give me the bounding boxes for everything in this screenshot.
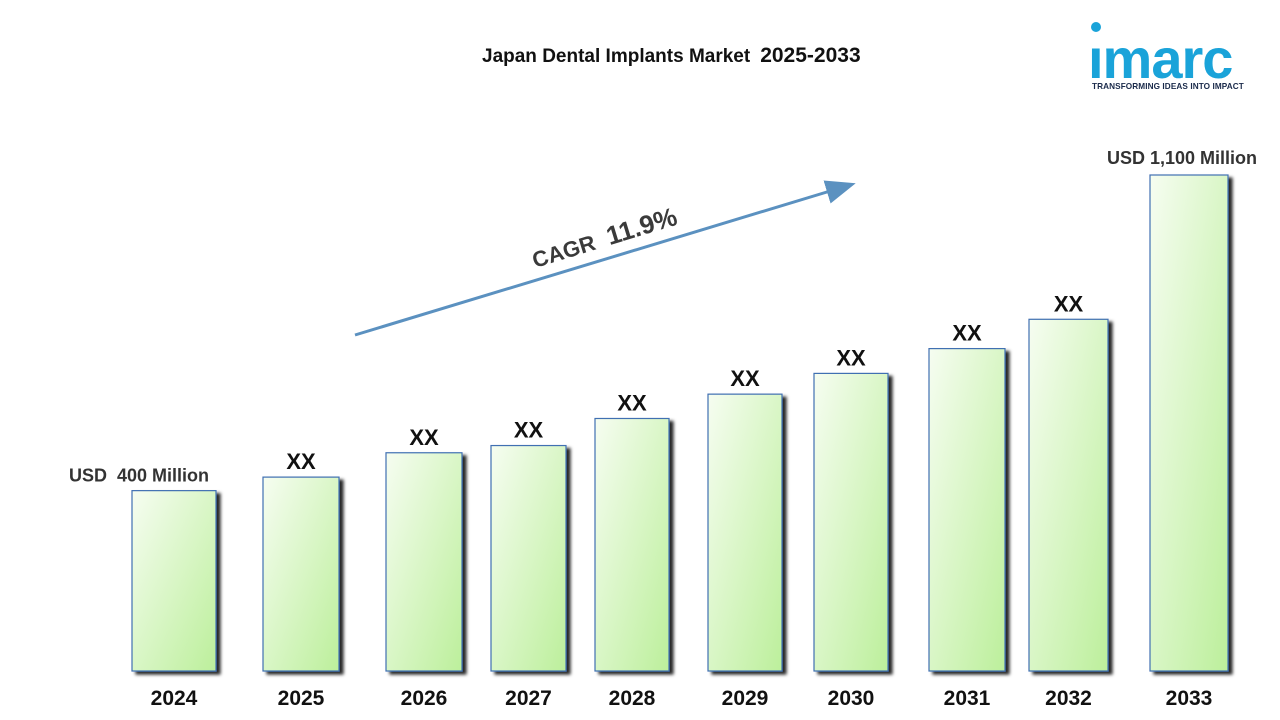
- logo-tagline: TRANSFORMING IDEAS INTO IMPACT: [1092, 82, 1244, 91]
- data-label: XX: [514, 418, 544, 443]
- x-tick-label: 2027: [505, 687, 552, 710]
- cagr-arrow: [354, 180, 856, 337]
- data-label: XX: [1054, 291, 1084, 316]
- imarc-logo: ımarc TRANSFORMING IDEAS INTO IMPACT: [1090, 20, 1262, 96]
- cagr-label: CAGR: [529, 230, 598, 273]
- chart-title-main: Japan Dental Implants Market: [482, 46, 751, 67]
- x-tick-label: 2031: [944, 687, 991, 710]
- bar-2028: [594, 417, 670, 672]
- cagr-annotation: CAGR 11.9%: [354, 180, 856, 337]
- bar-2031: [928, 348, 1006, 672]
- bar-2026: [385, 452, 463, 672]
- chart-title-years: 2025-2033: [760, 44, 861, 67]
- bar-2030: [813, 372, 889, 672]
- data-label: XX: [952, 321, 982, 346]
- data-label: XX: [730, 366, 760, 391]
- cagr-value: 11.9%: [603, 201, 681, 251]
- bar-2033: [1149, 174, 1229, 672]
- x-tick-label: 2029: [722, 687, 769, 710]
- bar-2029: [707, 393, 783, 672]
- data-label: XX: [409, 425, 439, 450]
- bars-group: 2024 USD 400 Million 2025 XX 2026 XX 2027 XX 202…: [69, 148, 1257, 710]
- bar-2024: [131, 490, 217, 672]
- bar-2025: [262, 476, 340, 672]
- data-label: USD 400 Million: [69, 466, 209, 486]
- x-tick-label: 2030: [828, 687, 875, 710]
- x-tick-label: 2026: [401, 687, 448, 710]
- data-label: USD 1,100 Million: [1107, 148, 1257, 168]
- data-label: XX: [617, 390, 647, 415]
- data-label: XX: [286, 449, 316, 474]
- bar-2032: [1028, 318, 1109, 672]
- svg-text:ımarc: ımarc: [1090, 27, 1232, 82]
- x-tick-label: 2025: [278, 687, 325, 710]
- x-tick-label: 2024: [151, 687, 198, 710]
- x-tick-label: 2028: [609, 687, 656, 710]
- x-tick-label: 2033: [1166, 687, 1213, 710]
- data-label: XX: [836, 345, 866, 370]
- x-tick-label: 2032: [1045, 687, 1092, 710]
- chart-title: Japan Dental Implants Market 2025-2033: [482, 44, 861, 68]
- bar-2027: [490, 444, 567, 672]
